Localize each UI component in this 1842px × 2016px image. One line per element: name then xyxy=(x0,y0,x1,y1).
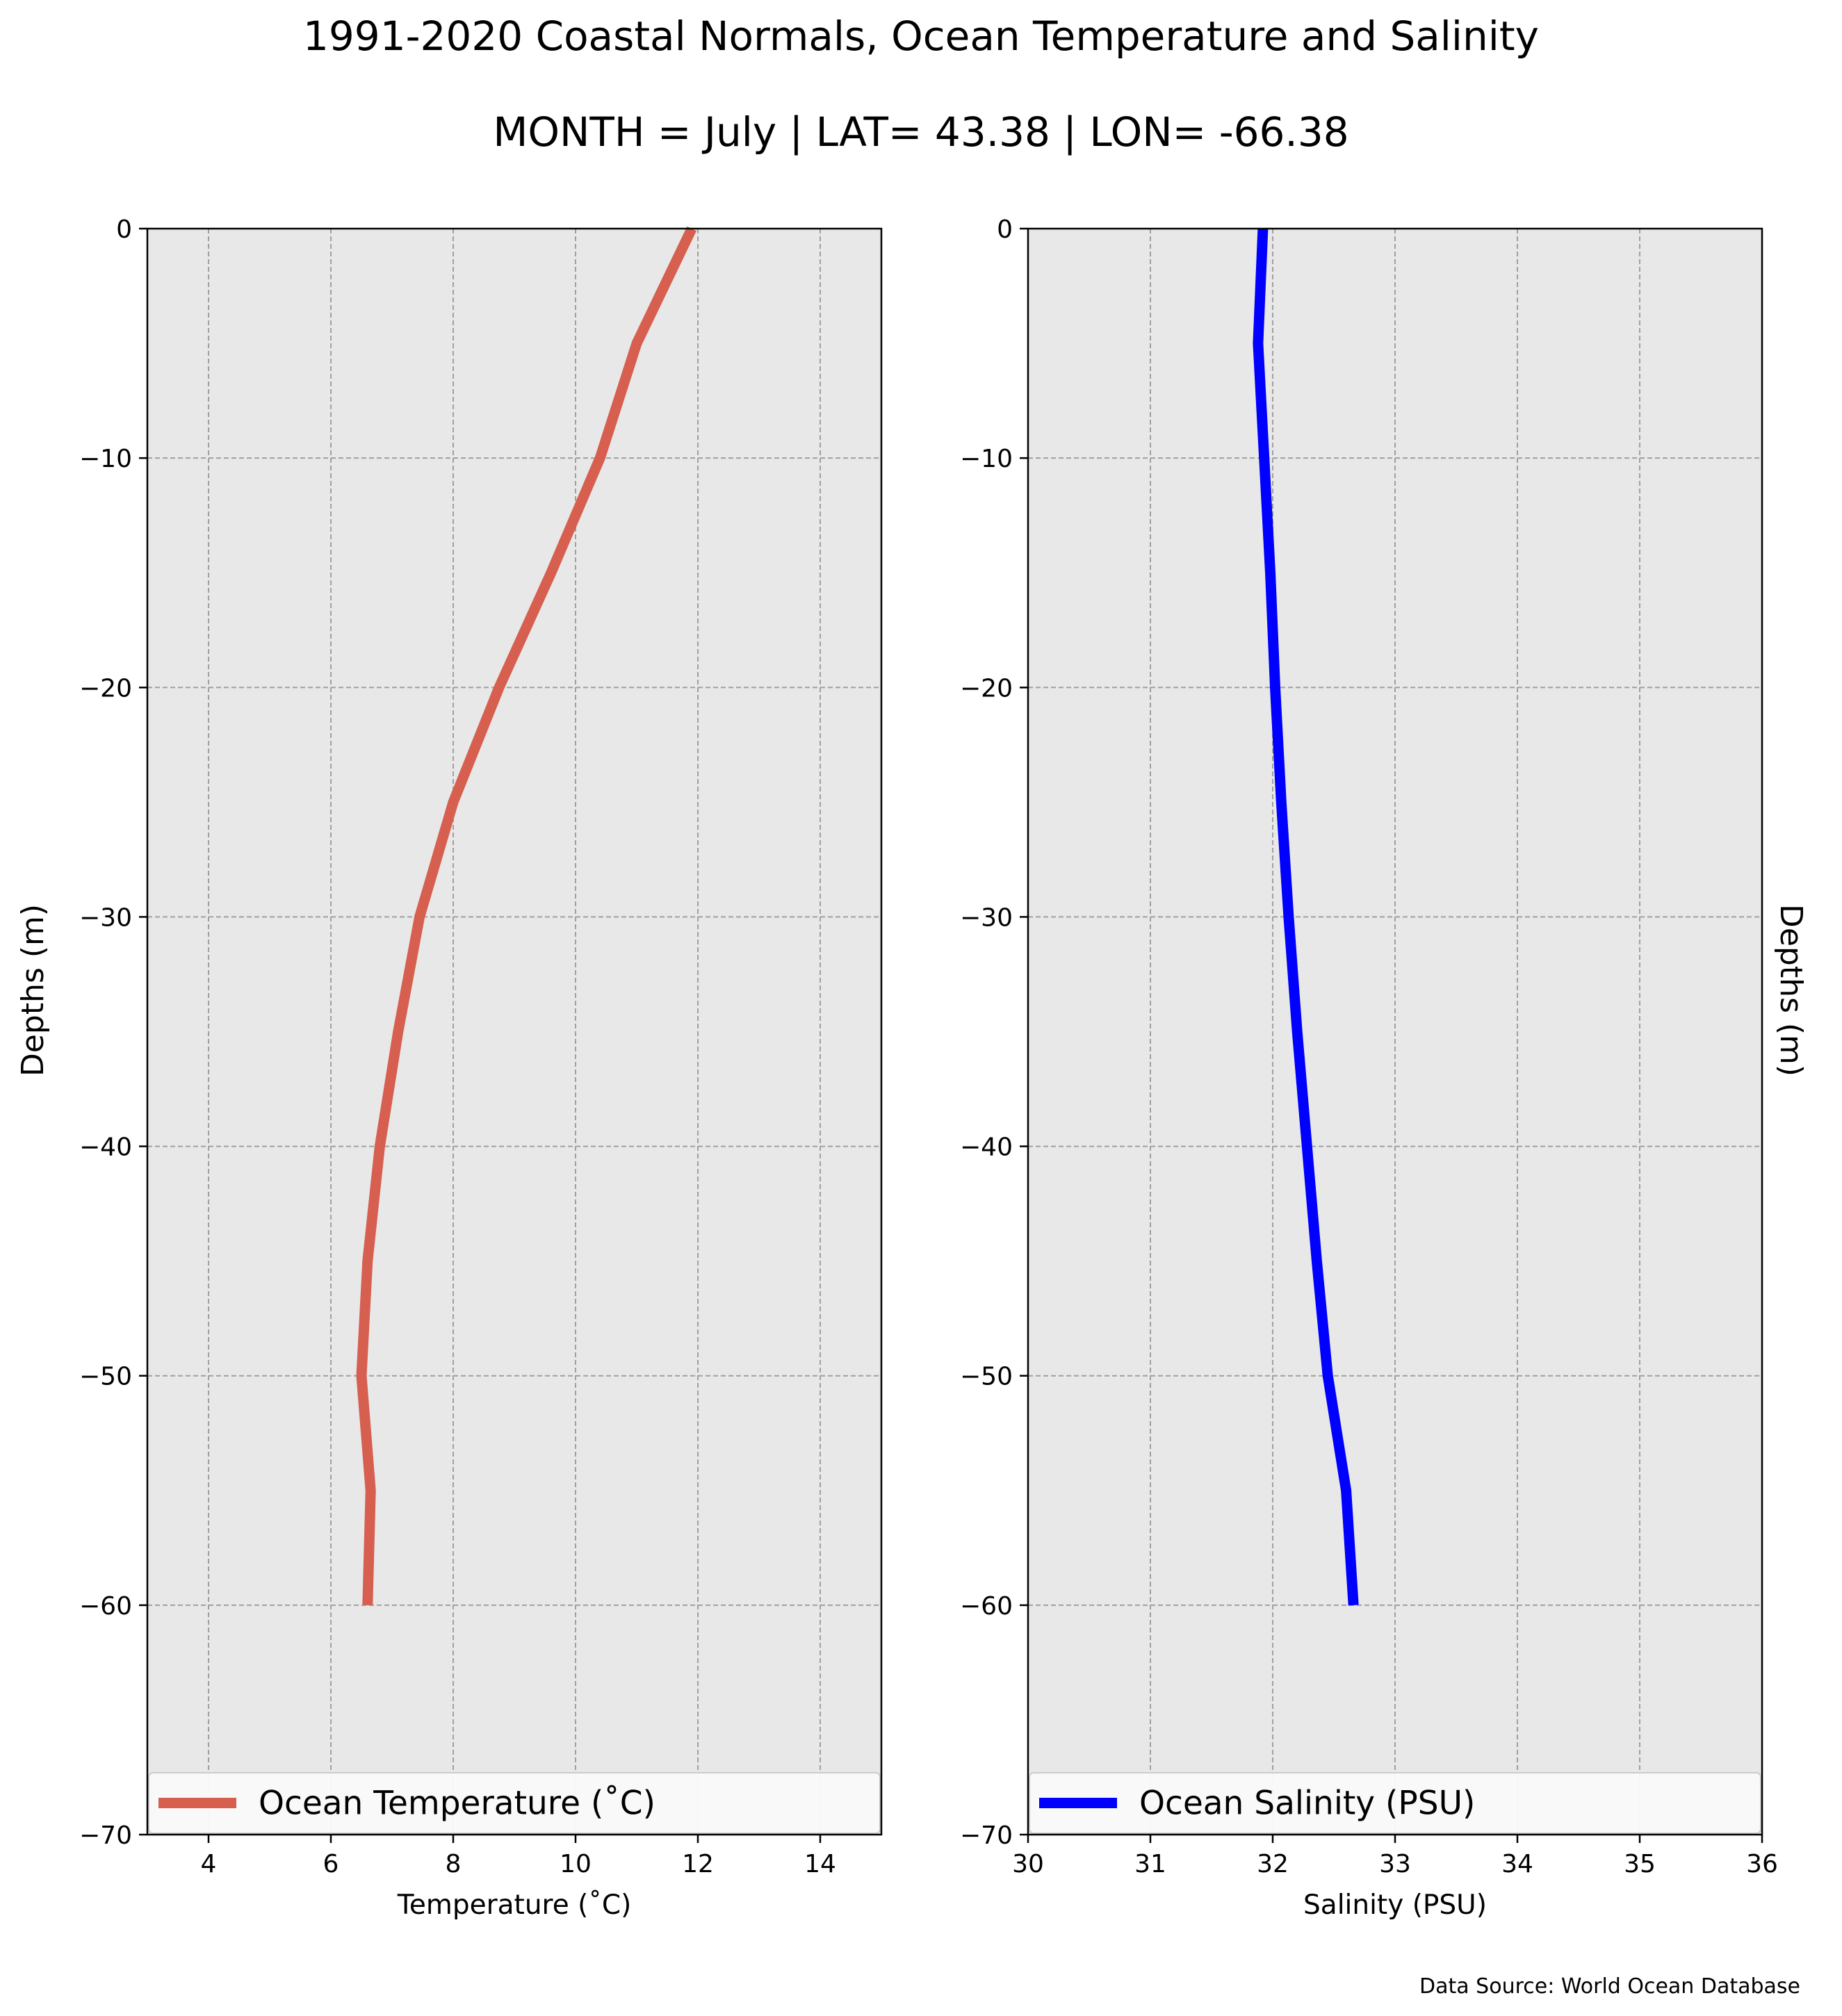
legend-box xyxy=(148,1772,881,1834)
axes-frame xyxy=(146,227,883,1836)
legend-box xyxy=(1029,1772,1761,1834)
y-tick-label: −40 xyxy=(960,1133,1013,1162)
x-tick-label: 36 xyxy=(1746,1850,1778,1878)
y-tick-label: −60 xyxy=(960,1592,1013,1621)
x-tick-label: 4 xyxy=(201,1850,217,1878)
y-tick-label: 0 xyxy=(116,215,132,244)
y-tick-label: −30 xyxy=(960,903,1013,932)
legend-label: Ocean Temperature (˚C) xyxy=(259,1785,655,1823)
x-tick-label: 12 xyxy=(682,1850,714,1878)
legend: Ocean Salinity (PSU) xyxy=(1029,1772,1761,1834)
y-tick-label: −10 xyxy=(79,445,132,473)
x-tick-label: 35 xyxy=(1624,1850,1656,1878)
y-tick-label: −70 xyxy=(960,1821,1013,1850)
x-tick-label: 34 xyxy=(1501,1850,1533,1878)
figure-title: 1991-2020 Coastal Normals, Ocean Tempera… xyxy=(303,13,1539,60)
y-tick-label: 0 xyxy=(997,215,1013,244)
left-y-axis-label: Depths (m) xyxy=(15,904,51,1076)
x-axis-label: Temperature (˚C) xyxy=(397,1890,632,1921)
y-tick-label: −40 xyxy=(79,1133,132,1162)
legend: Ocean Temperature (˚C) xyxy=(148,1772,881,1834)
x-tick-label: 32 xyxy=(1257,1850,1289,1878)
temperature-panel: Ocean Temperature (˚C) 4 6 8 10 12 14 0 −10 −20 −3… xyxy=(79,215,883,1921)
x-tick-label: 10 xyxy=(560,1850,592,1878)
x-tick-label: 14 xyxy=(804,1850,836,1878)
right-y-axis-label: Depths (m) xyxy=(1773,904,1809,1076)
plot-area xyxy=(147,229,881,1835)
x-axis-label: Salinity (PSU) xyxy=(1303,1890,1487,1921)
y-tick-label: −50 xyxy=(960,1363,1013,1391)
y-tick-label: −20 xyxy=(79,674,132,703)
y-tick-label: −70 xyxy=(79,1821,132,1850)
x-tick-label: 33 xyxy=(1379,1850,1411,1878)
y-tick-label: −20 xyxy=(960,674,1013,703)
x-tick-label: 30 xyxy=(1012,1850,1044,1878)
figure-subtitle: MONTH = July | LAT= 43.38 | LON= -66.38 xyxy=(493,108,1348,156)
y-tick-label: −30 xyxy=(79,903,132,932)
y-tick-label: −10 xyxy=(960,445,1013,473)
y-tick-label: −60 xyxy=(79,1592,132,1621)
data-source-note: Data Source: World Ocean Database xyxy=(1419,1974,1800,1999)
salinity-panel: Ocean Salinity (PSU) 30 31 32 33 34 35 36 0 −10 −2… xyxy=(960,215,1778,1921)
x-tick-label: 8 xyxy=(446,1850,462,1878)
x-tick-label: 31 xyxy=(1134,1850,1166,1878)
series-line-0 xyxy=(1253,228,1359,1606)
legend-label: Ocean Salinity (PSU) xyxy=(1139,1785,1475,1823)
x-tick-label: 6 xyxy=(323,1850,339,1878)
y-tick-label: −50 xyxy=(79,1363,132,1391)
series-line-0 xyxy=(356,226,696,1606)
